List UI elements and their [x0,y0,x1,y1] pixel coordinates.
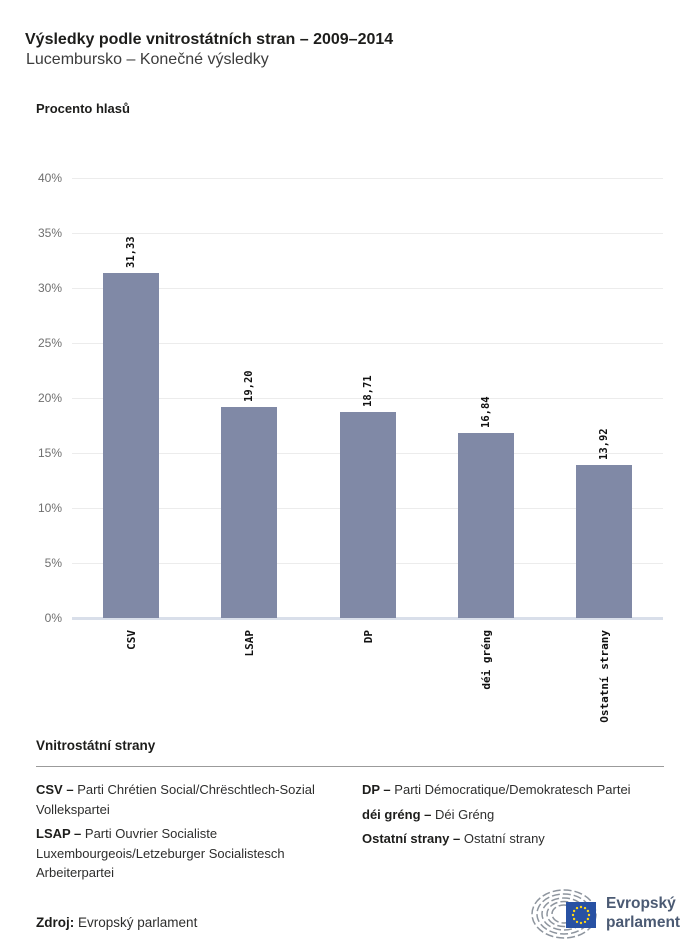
logo-line2: parlament [606,914,681,931]
y-axis-label: Procento hlasů [36,101,130,116]
party-legend-column-left: CSV – Parti Chrétien Social/Chrëschtlech… [36,780,354,888]
gridline-20% [72,398,663,399]
bar-dp [339,412,396,618]
legend-term: LSAP – [36,826,82,841]
bar-value-dp: 18,71 [361,375,374,408]
legend-entry-dp: DP – Parti Démocratique/Demokratesch Par… [362,780,682,800]
legend-definition: Ostatní strany [463,831,545,846]
source-label: Zdroj: [36,915,75,930]
logo-line1: Evropský [606,895,676,912]
bar-lsap [221,406,278,618]
party-legend-column-right: DP – Parti Démocratique/Demokratesch Par… [362,780,682,854]
page-subtitle: Lucembursko – Konečné výsledky [26,51,269,68]
bar-d-i-gr-ng [457,432,514,618]
y-tick-25%: 25% [37,336,62,350]
legend-divider [36,766,664,767]
page-title: Výsledky podle vnitrostátních stran – 20… [25,30,394,48]
legend-term: Ostatní strany – [362,831,461,846]
legend-entry-csv: CSV – Parti Chrétien Social/Chrëschtlech… [36,780,354,819]
bar-value-ostatn-strany: 13,92 [597,428,610,460]
logo-wordmark: Evropský parlament [606,894,680,932]
legend-definition: Parti Ouvrier Socialiste Luxembourgeois/… [36,826,285,880]
european-parliament-logo: Evropský parlament [528,886,680,940]
gridline-25% [72,343,663,344]
gridline-0% [72,617,663,620]
y-tick-35%: 35% [37,226,62,240]
x-tick-ostatn-strany: Ostatní strany [597,630,611,723]
y-tick-0%: 0% [44,611,62,625]
bar-value-lsap: 19,20 [243,370,256,402]
y-tick-5%: 5% [44,556,62,570]
legend-entry-ostatni: Ostatní strany – Ostatní strany [362,829,682,849]
source-text: Evropský parlament [78,915,198,930]
source-line: Zdroj: Evropský parlament [36,915,197,930]
x-tick-csv: CSV [125,630,139,650]
y-tick-40%: 40% [37,171,62,185]
y-tick-20%: 20% [37,391,62,405]
bar-csv [103,273,160,618]
ep-hemicycle-icon [531,889,597,939]
legend-definition: Parti Démocratique/Demokratesch Partei [394,782,631,797]
x-tick-dp: DP [361,630,375,644]
legend-definition: Parti Chrétien Social/Chrëschtlech-Sozia… [36,782,315,817]
eu-stars-icon [571,905,591,925]
y-tick-15%: 15% [37,446,62,460]
bar-value-d-i-gr-ng: 16,84 [479,396,492,428]
gridline-30% [72,288,663,289]
bar-chart: 0% 5% 10% 15% 20% 25% 30% 35% 40% 31,33 CSV 19,20 LS… [37,171,663,723]
bar-value-csv: 31,33 [125,236,138,269]
legend-term: CSV – [36,782,74,797]
legend-entry-lsap: LSAP – Parti Ouvrier Socialiste Luxembou… [36,824,354,883]
gridline-35% [72,233,663,234]
party-legend-heading: Vnitrostátní strany [36,738,156,753]
legend-term: DP – [362,782,391,797]
y-tick-10%: 10% [37,501,62,515]
bar-ostatn-strany [575,464,632,618]
gridline-40% [72,178,663,179]
y-tick-30%: 30% [37,281,62,295]
legend-entry-dei-greng: déi gréng – Déi Gréng [362,805,682,825]
legend-definition: Déi Gréng [434,806,495,822]
legend-term: déi gréng – [362,806,432,822]
x-tick-d-i-gr-ng: déi gréng [479,630,493,690]
x-tick-lsap: LSAP [243,630,257,657]
